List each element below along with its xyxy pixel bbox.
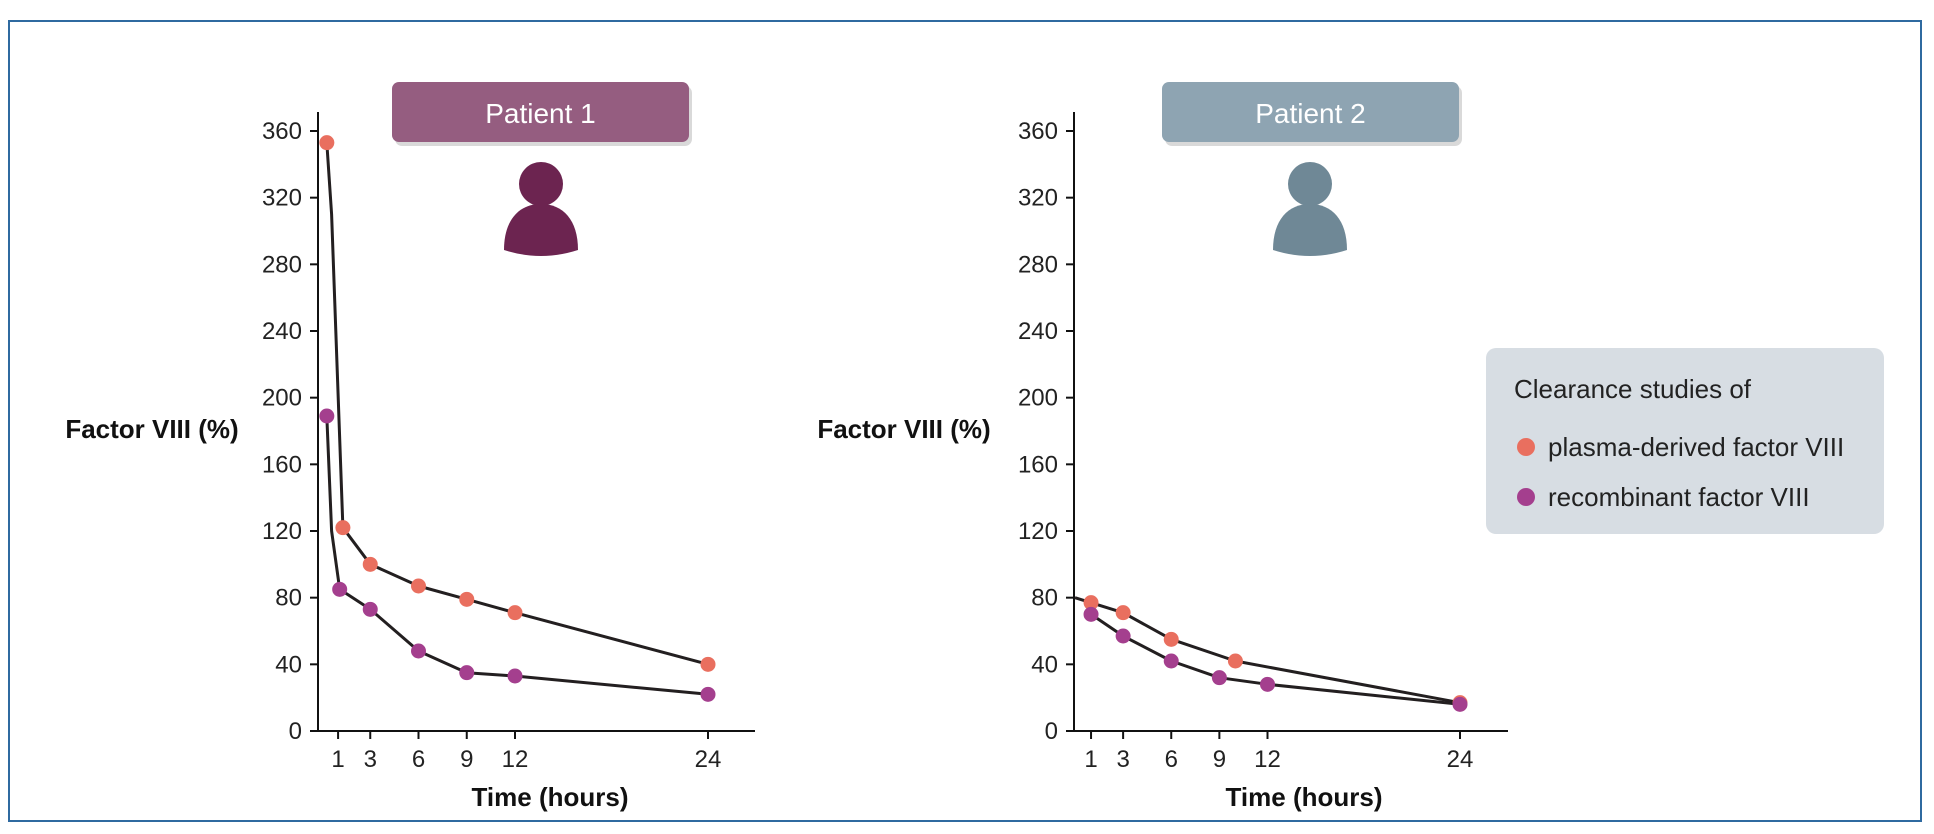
patient-banner xyxy=(392,82,689,142)
legend-title: Clearance studies of xyxy=(1514,374,1752,404)
x-tick-label: 3 xyxy=(364,746,377,773)
x-tick-label: 12 xyxy=(1254,746,1281,773)
legend-label-recombinant: recombinant factor VIII xyxy=(1548,482,1810,512)
data-point xyxy=(459,665,475,681)
legend-marker-plasma xyxy=(1517,438,1535,456)
y-tick-label: 360 xyxy=(262,118,302,145)
data-point xyxy=(362,601,378,617)
y-tick-label: 80 xyxy=(275,585,302,612)
person-icon-head xyxy=(1288,162,1332,206)
data-point xyxy=(1083,595,1099,611)
y-tick-label: 120 xyxy=(262,518,302,545)
figure-frame xyxy=(8,20,1922,822)
data-point xyxy=(1083,606,1099,622)
data-point xyxy=(507,668,523,684)
patient-title: Patient 1 xyxy=(485,98,596,129)
data-point xyxy=(1452,696,1468,712)
data-point xyxy=(411,643,426,659)
data-point xyxy=(1227,653,1243,669)
data-point xyxy=(507,605,523,621)
y-tick-label: 120 xyxy=(1018,518,1058,545)
data-point xyxy=(700,686,716,702)
y-tick-label: 240 xyxy=(262,318,302,345)
x-tick-label: 12 xyxy=(502,746,529,773)
y-tick-label: 360 xyxy=(1018,118,1058,145)
legend-label-plasma: plasma-derived factor VIII xyxy=(1548,432,1844,462)
x-axis-title: Time (hours) xyxy=(472,782,629,812)
y-tick-label: 320 xyxy=(1018,185,1058,212)
y-tick-label: 200 xyxy=(1018,385,1058,412)
person-icon xyxy=(504,162,578,256)
patient-title: Patient 2 xyxy=(1255,98,1366,129)
data-point xyxy=(362,556,378,572)
data-point xyxy=(1163,653,1179,669)
y-tick-label: 240 xyxy=(1018,318,1058,345)
y-tick-label: 80 xyxy=(1031,585,1058,612)
data-point xyxy=(1115,605,1131,621)
data-point xyxy=(319,135,335,151)
series-line xyxy=(325,415,709,696)
x-tick-label: 3 xyxy=(1116,746,1129,773)
patient-banner xyxy=(1162,82,1459,142)
x-tick-label: 24 xyxy=(1447,746,1474,773)
x-tick-label: 1 xyxy=(1084,746,1097,773)
y-tick-label: 160 xyxy=(1018,451,1058,478)
data-point xyxy=(459,591,475,607)
y-tick-label: 0 xyxy=(289,718,302,745)
person-icon-head xyxy=(519,162,563,206)
y-tick-label: 40 xyxy=(275,651,302,678)
series-line xyxy=(1090,613,1461,706)
person-icon xyxy=(1273,162,1347,256)
y-tick-label: 320 xyxy=(262,185,302,212)
x-tick-label: 24 xyxy=(695,746,722,773)
y-tick-label: 160 xyxy=(262,451,302,478)
y-tick-label: 0 xyxy=(1045,718,1058,745)
y-tick-label: 200 xyxy=(262,385,302,412)
person-icon-body xyxy=(504,204,578,256)
y-tick-label: 40 xyxy=(1031,651,1058,678)
data-point xyxy=(1163,631,1179,647)
chart-patient-1: 0 40 80 120 160 200 240 280 320 360 1 3 6 9 12 24 Factor… xyxy=(65,82,755,812)
data-point xyxy=(332,581,348,597)
x-tick-label: 9 xyxy=(460,746,473,773)
x-tick-label: 9 xyxy=(1213,746,1226,773)
series-line xyxy=(325,142,709,666)
data-point xyxy=(1115,628,1131,644)
y-axis-title: Factor VIII (%) xyxy=(817,414,990,444)
legend-marker-recombinant xyxy=(1517,488,1535,506)
legend-background xyxy=(1486,348,1884,534)
legend: Clearance studies of plasma-derived fact… xyxy=(1486,348,1884,534)
x-tick-label: 6 xyxy=(412,746,425,773)
chart-patient-2: 0 40 80 120 160 200 240 280 320 360 1 3 6 9 12 24 Factor… xyxy=(817,82,1508,812)
x-axis-title: Time (hours) xyxy=(1226,782,1383,812)
person-icon-body xyxy=(1273,204,1347,256)
y-axis-title: Factor VIII (%) xyxy=(65,414,238,444)
data-point xyxy=(1260,676,1275,692)
data-point xyxy=(1211,670,1227,686)
data-point xyxy=(700,656,716,672)
data-point xyxy=(319,408,335,424)
y-tick-label: 280 xyxy=(1018,251,1058,278)
data-point xyxy=(411,578,426,594)
data-point xyxy=(335,520,351,536)
x-tick-label: 1 xyxy=(331,746,344,773)
y-tick-label: 280 xyxy=(262,251,302,278)
x-tick-label: 6 xyxy=(1165,746,1178,773)
